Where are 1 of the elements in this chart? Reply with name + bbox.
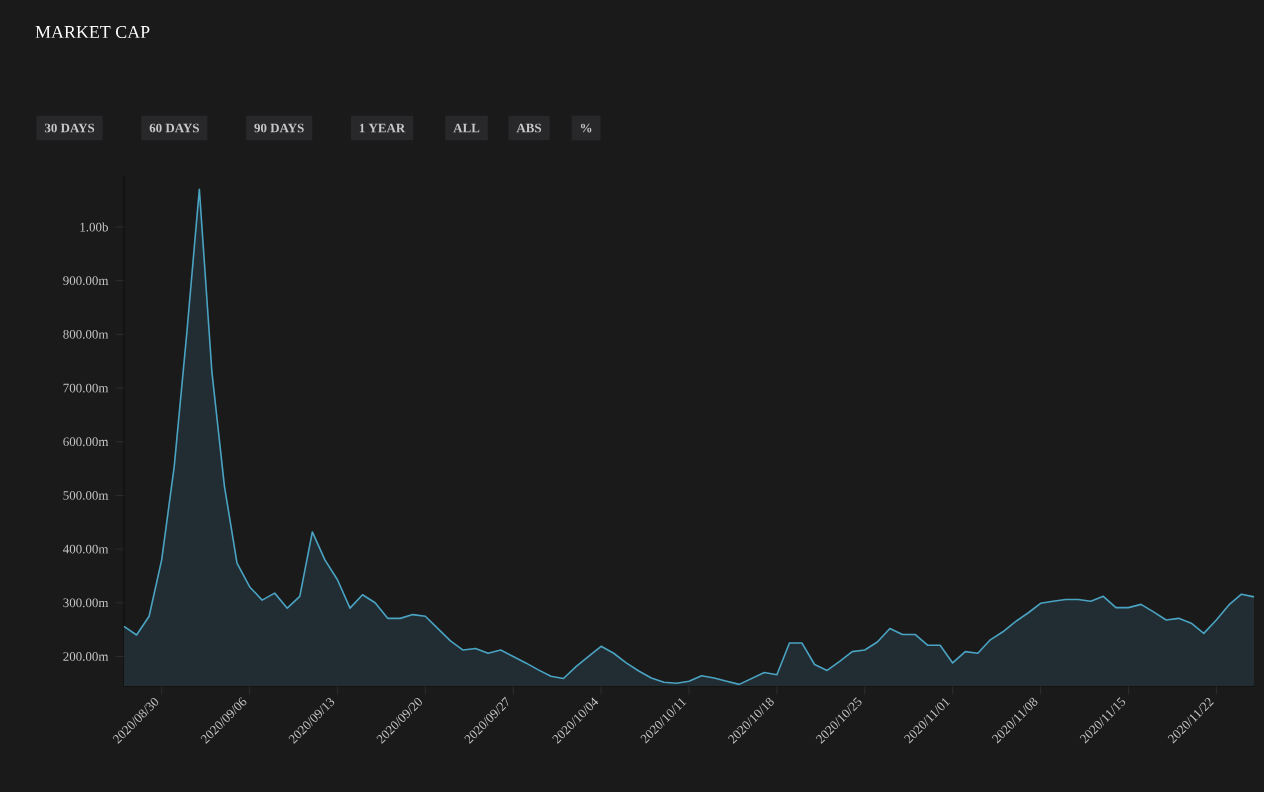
- chart-title: MARKET CAP: [35, 25, 150, 39]
